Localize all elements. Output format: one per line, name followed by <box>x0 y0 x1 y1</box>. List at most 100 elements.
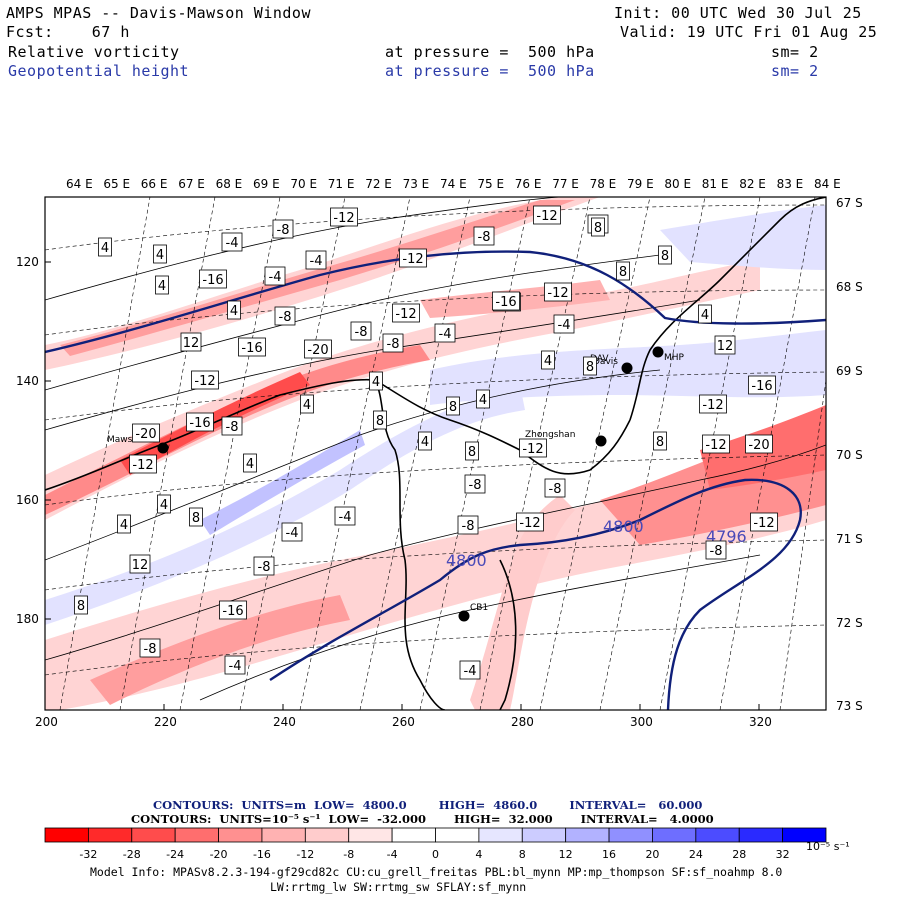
svg-text:-8: -8 <box>549 482 562 497</box>
svg-text:4: 4 <box>160 498 168 513</box>
vorticity-label: -8 <box>139 638 161 658</box>
colorbar-swatch <box>44 827 89 843</box>
field1-level: at pressure = 500 hPa <box>385 43 595 61</box>
lon-label: 79 E <box>627 177 654 191</box>
station-label: Mawson <box>107 435 144 445</box>
x-tick-label: 200 <box>35 715 58 729</box>
vorticity-label: -4 <box>459 660 481 680</box>
lon-label: 80 E <box>664 177 691 191</box>
svg-text:-8: -8 <box>226 420 239 435</box>
station-label: CB1 <box>470 603 488 613</box>
svg-text:-16: -16 <box>751 379 772 394</box>
colorbar-label: 4 <box>475 848 482 861</box>
colorbar-swatch <box>261 827 306 843</box>
svg-text:-8: -8 <box>469 478 482 493</box>
vorticity-label: 4 <box>157 494 171 514</box>
colorbar-swatch <box>695 827 740 843</box>
vorticity-label: -8 <box>350 321 372 341</box>
plot-title: AMPS MPAS -- Davis-Mawson Window <box>6 4 311 22</box>
vorticity-label: -12 <box>516 512 544 532</box>
colorbar-label: -16 <box>253 848 271 861</box>
station-label: Zhongshan <box>525 430 575 440</box>
svg-text:4: 4 <box>156 248 164 263</box>
svg-text:-12: -12 <box>194 374 215 389</box>
svg-text:-16: -16 <box>495 295 516 310</box>
vorticity-label: -12 <box>519 438 547 458</box>
colorbar-swatch <box>738 827 784 843</box>
x-tick-label: 260 <box>392 715 415 729</box>
x-tick-label: 240 <box>273 715 296 729</box>
init-time: Init: 00 UTC Wed 30 Jul 25 <box>614 4 862 22</box>
vorticity-label: -8 <box>457 515 479 535</box>
y-tick-label: 120 <box>16 255 39 269</box>
height-label: 4800 <box>446 551 487 570</box>
vorticity-label: -8 <box>274 306 296 326</box>
colorbar-label: 24 <box>689 848 703 861</box>
svg-text:8: 8 <box>192 511 200 526</box>
height-contour-caption: CONTOURS: UNITS=m LOW= 4800.0 HIGH= 4860… <box>153 798 703 812</box>
svg-text:4: 4 <box>120 518 128 533</box>
svg-text:-20: -20 <box>135 427 156 442</box>
vorticity-label: -4 <box>224 655 246 675</box>
vorticity-label: 8 <box>591 217 605 237</box>
colorbar-label: 20 <box>645 848 659 861</box>
svg-text:-16: -16 <box>241 341 262 356</box>
vorticity-label: 8 <box>583 356 597 376</box>
svg-text:-12: -12 <box>132 458 153 473</box>
vorticity-label: -8 <box>464 474 486 494</box>
y-tick-label: 180 <box>16 612 39 626</box>
svg-text:8: 8 <box>619 265 627 280</box>
colorbar-swatch <box>218 827 263 843</box>
map-plot: 64 E 65 E 66 E 67 E 68 E 69 E 70 E 71 E 72 E 73 E… <box>16 177 863 729</box>
colorbar-swatch <box>304 827 350 843</box>
vorticity-label: -8 <box>473 226 495 246</box>
lon-label: 70 E <box>290 177 317 191</box>
lon-label: 73 E <box>403 177 430 191</box>
colorbar-label: 32 <box>776 848 790 861</box>
vorticity-label: -16 <box>238 337 266 357</box>
station-marker <box>652 346 664 358</box>
colorbar-label: -28 <box>123 848 141 861</box>
colorbar-swatch <box>782 827 827 843</box>
svg-text:-12: -12 <box>536 209 557 224</box>
height-label: 4800 <box>603 517 644 536</box>
vorticity-fill-layer <box>45 197 826 710</box>
station-marker <box>458 610 470 622</box>
svg-text:4: 4 <box>701 308 709 323</box>
svg-text:4: 4 <box>544 354 552 369</box>
vorticity-label: 8 <box>465 441 479 461</box>
svg-text:-8: -8 <box>387 337 400 352</box>
vorticity-label: 12 <box>714 335 736 355</box>
vorticity-label: 12 <box>180 332 202 352</box>
svg-text:-12: -12 <box>519 516 540 531</box>
vorticity-label: -12 <box>750 512 778 532</box>
vorticity-contour-labels: -12 -12 -8 -8 -4 -4 -8 -16 -12 -8 -8 -12 -16 -8 -4 -20 -… <box>74 205 778 680</box>
svg-text:-20: -20 <box>748 438 769 453</box>
station-label: Davis <box>593 357 618 367</box>
vorticity-label: -4 <box>281 522 303 542</box>
height-contours <box>45 250 826 710</box>
model-info-line2: LW:rrtmg_lw SW:rrtmg_sw SFLAY:sf_mynn <box>270 880 527 894</box>
vorticity-label: -16 <box>199 269 227 289</box>
colorbar-label: -32 <box>79 848 97 861</box>
vorticity-label: -12 <box>699 394 727 414</box>
svg-text:-8: -8 <box>355 325 368 340</box>
field1-smoothing: sm= 2 <box>771 43 819 61</box>
vorticity-label: -8 <box>382 333 404 353</box>
vorticity-label: 4 <box>153 244 167 264</box>
vorticity-label: 4 <box>98 237 112 257</box>
lon-label: 64 E <box>66 177 93 191</box>
vorticity-label: -12 <box>399 248 427 268</box>
colorbar-swatch <box>87 827 133 843</box>
vorticity-label: -4 <box>434 323 456 343</box>
vorticity-label: 4 <box>541 350 555 370</box>
colorbar-swatch <box>652 827 697 843</box>
svg-text:-8: -8 <box>277 223 290 238</box>
svg-text:4: 4 <box>303 398 311 413</box>
svg-text:8: 8 <box>77 599 85 614</box>
vorticity-label: -20 <box>304 339 332 359</box>
field2-smoothing: sm= 2 <box>771 62 819 80</box>
vorticity-label: -12 <box>392 303 420 323</box>
